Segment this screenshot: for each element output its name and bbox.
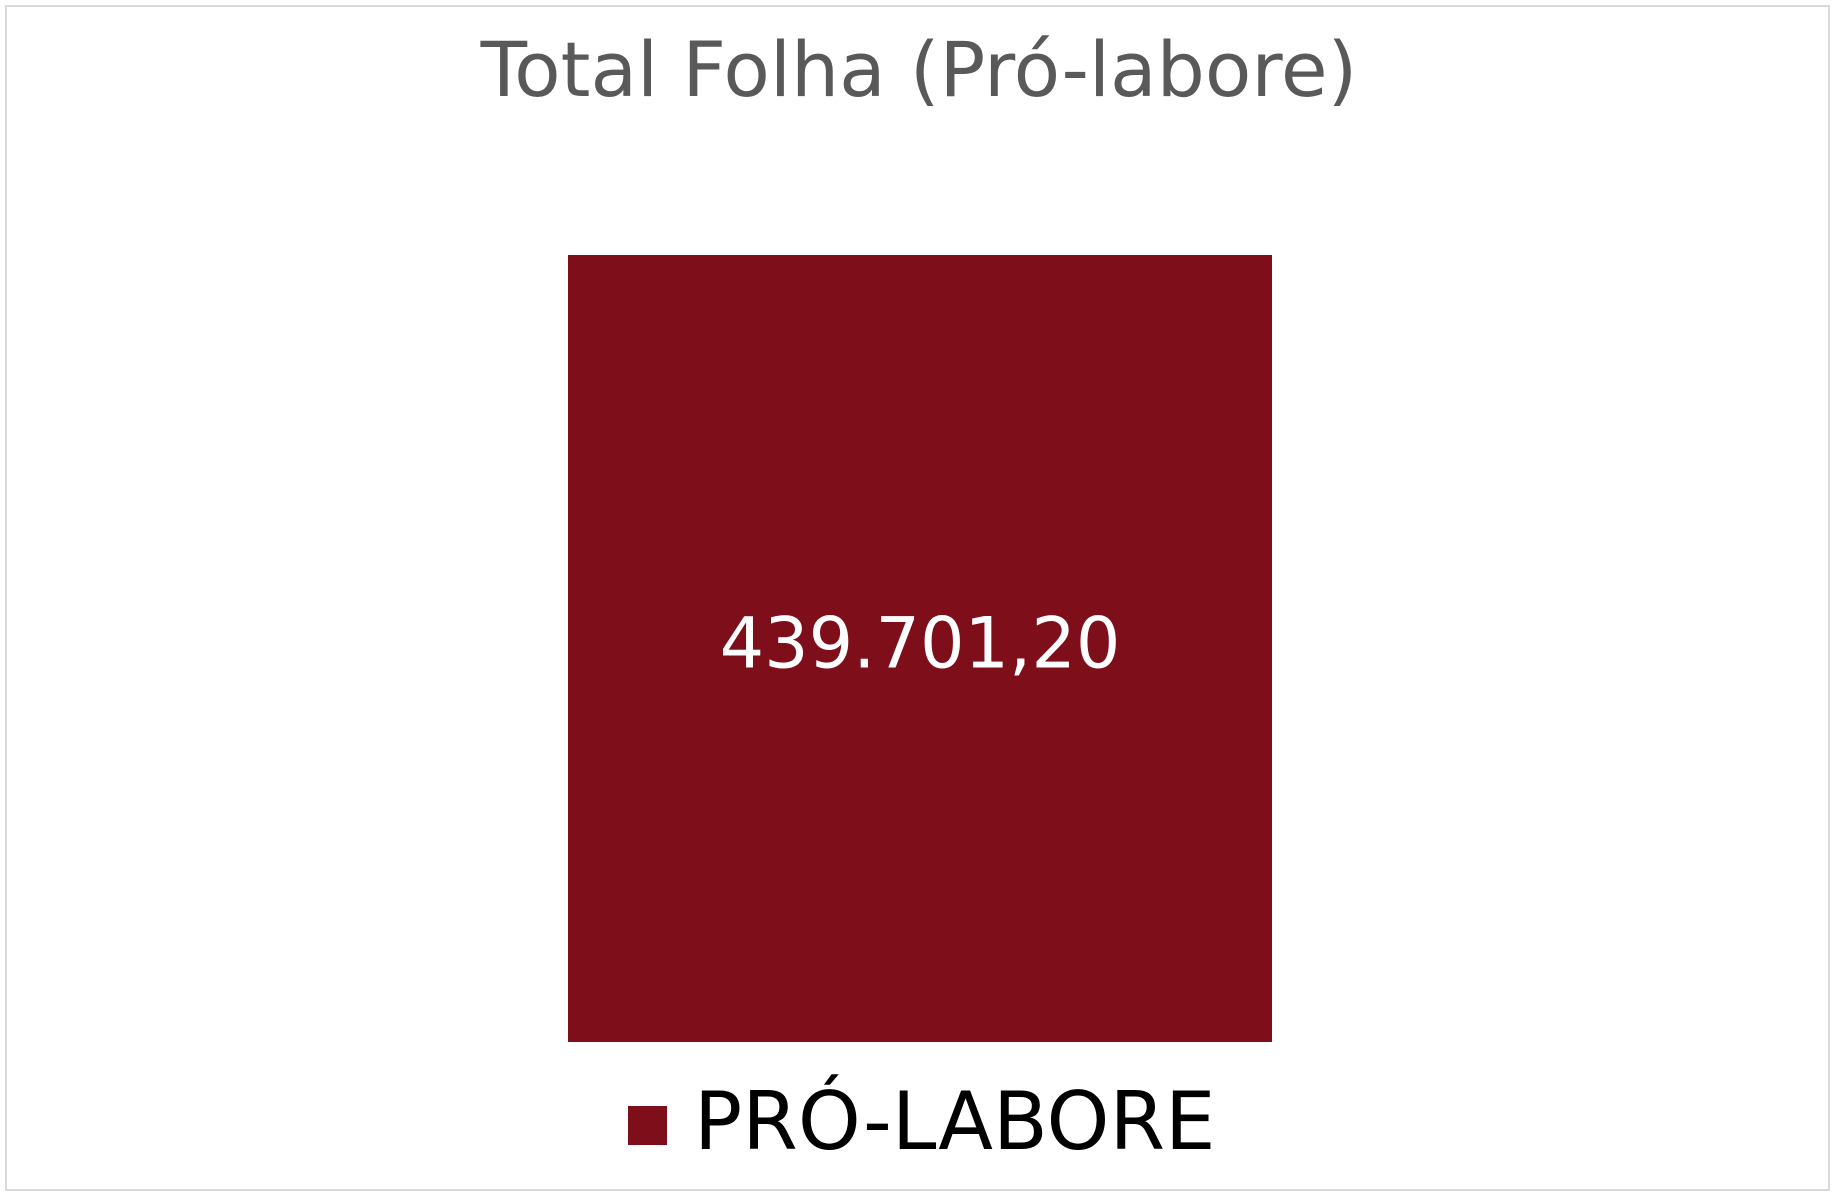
legend-label: PRÓ-LABORE: [694, 1074, 1216, 1168]
legend-swatch: [628, 1106, 667, 1145]
bar: [568, 255, 1272, 1042]
chart-title: Total Folha (Pró-labore): [480, 25, 1358, 114]
data-label: 439.701,20: [720, 603, 1121, 685]
